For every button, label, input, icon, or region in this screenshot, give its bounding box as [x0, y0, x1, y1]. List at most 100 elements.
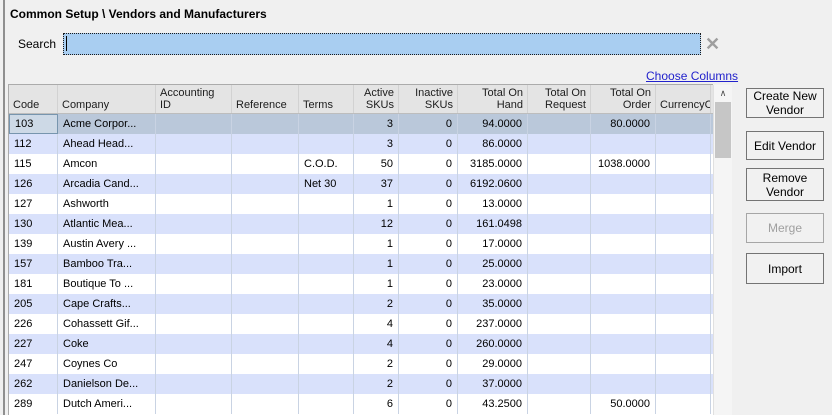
- cell-total-on-order[interactable]: [591, 294, 656, 314]
- cell-terms[interactable]: [299, 134, 354, 154]
- search-input[interactable]: [63, 33, 701, 55]
- cell-accounting-id[interactable]: [156, 354, 232, 374]
- cell-reference[interactable]: [232, 274, 299, 294]
- cell-total-on-order[interactable]: [591, 214, 656, 234]
- choose-columns-link[interactable]: Choose Columns: [646, 69, 739, 83]
- cell-total-on-order[interactable]: [591, 354, 656, 374]
- cell-reference[interactable]: [232, 354, 299, 374]
- cell-active-skus[interactable]: 1: [354, 194, 399, 214]
- column-header-active-skus[interactable]: Active SKUs: [354, 85, 399, 113]
- cell-terms[interactable]: [299, 194, 354, 214]
- cell-total-on-order[interactable]: [591, 234, 656, 254]
- column-header-reference[interactable]: Reference: [232, 85, 299, 113]
- cell-code[interactable]: 115: [9, 154, 58, 174]
- cell-company[interactable]: Austin Avery ...: [58, 234, 156, 254]
- table-row-112[interactable]: 112 Ahead Head... 3 0 86.0000: [9, 134, 713, 154]
- cell-reference[interactable]: [232, 314, 299, 334]
- cell-total-on-request[interactable]: [528, 214, 591, 234]
- cell-total-on-request[interactable]: [528, 374, 591, 394]
- cell-inactive-skus[interactable]: 0: [399, 174, 458, 194]
- cell-reference[interactable]: [232, 254, 299, 274]
- cell-active-skus[interactable]: 4: [354, 314, 399, 334]
- cell-currencyc[interactable]: [656, 374, 711, 394]
- cell-total-on-order[interactable]: [591, 374, 656, 394]
- cell-inactive-skus[interactable]: 0: [399, 114, 458, 134]
- table-row-127[interactable]: 127 Ashworth 1 0 13.0000: [9, 194, 713, 214]
- cell-currencyc[interactable]: [656, 134, 711, 154]
- cell-active-skus[interactable]: 3: [354, 114, 399, 134]
- cell-total-on-hand[interactable]: 6192.0600: [458, 174, 528, 194]
- cell-total-on-hand[interactable]: 237.0000: [458, 314, 528, 334]
- cell-total-on-hand[interactable]: 43.2500: [458, 394, 528, 414]
- cell-accounting-id[interactable]: [156, 114, 232, 134]
- cell-active-skus[interactable]: 37: [354, 174, 399, 194]
- cell-total-on-hand[interactable]: 3185.0000: [458, 154, 528, 174]
- cell-code[interactable]: 103: [9, 114, 58, 134]
- remove-vendor-button[interactable]: Remove Vendor: [746, 168, 824, 201]
- cell-accounting-id[interactable]: [156, 234, 232, 254]
- cell-total-on-request[interactable]: [528, 354, 591, 374]
- cell-accounting-id[interactable]: [156, 194, 232, 214]
- cell-inactive-skus[interactable]: 0: [399, 274, 458, 294]
- cell-active-skus[interactable]: 2: [354, 354, 399, 374]
- cell-total-on-request[interactable]: [528, 174, 591, 194]
- cell-active-skus[interactable]: 2: [354, 294, 399, 314]
- table-row-205[interactable]: 205 Cape Crafts... 2 0 35.0000: [9, 294, 713, 314]
- cell-reference[interactable]: [232, 394, 299, 414]
- cell-reference[interactable]: [232, 214, 299, 234]
- cell-inactive-skus[interactable]: 0: [399, 294, 458, 314]
- cell-total-on-hand[interactable]: 37.0000: [458, 374, 528, 394]
- cell-currencyc[interactable]: [656, 214, 711, 234]
- cell-terms[interactable]: [299, 374, 354, 394]
- cell-currencyc[interactable]: [656, 234, 711, 254]
- cell-code[interactable]: 227: [9, 334, 58, 354]
- cell-inactive-skus[interactable]: 0: [399, 134, 458, 154]
- cell-active-skus[interactable]: 1: [354, 254, 399, 274]
- table-row-126[interactable]: 126 Arcadia Cand... Net 30 37 0 6192.0600: [9, 174, 713, 194]
- cell-inactive-skus[interactable]: 0: [399, 374, 458, 394]
- cell-accounting-id[interactable]: [156, 174, 232, 194]
- cell-inactive-skus[interactable]: 0: [399, 194, 458, 214]
- cell-accounting-id[interactable]: [156, 374, 232, 394]
- cell-terms[interactable]: [299, 274, 354, 294]
- cell-code[interactable]: 205: [9, 294, 58, 314]
- table-row-247[interactable]: 247 Coynes Co 2 0 29.0000: [9, 354, 713, 374]
- cell-accounting-id[interactable]: [156, 334, 232, 354]
- table-row-157[interactable]: 157 Bamboo Tra... 1 0 25.0000: [9, 254, 713, 274]
- column-header-total-on-request[interactable]: Total On Request: [528, 85, 591, 113]
- cell-code[interactable]: 127: [9, 194, 58, 214]
- cell-reference[interactable]: [232, 154, 299, 174]
- cell-total-on-request[interactable]: [528, 274, 591, 294]
- cell-company[interactable]: Coynes Co: [58, 354, 156, 374]
- cell-currencyc[interactable]: [656, 394, 711, 414]
- table-row-115[interactable]: 115 Amcon C.O.D. 50 0 3185.0000 1038.0000: [9, 154, 713, 174]
- cell-company[interactable]: Coke: [58, 334, 156, 354]
- cell-currencyc[interactable]: [656, 254, 711, 274]
- cell-inactive-skus[interactable]: 0: [399, 394, 458, 414]
- cell-company[interactable]: Boutique To ...: [58, 274, 156, 294]
- cell-code[interactable]: 226: [9, 314, 58, 334]
- cell-total-on-hand[interactable]: 25.0000: [458, 254, 528, 274]
- column-header-total-on-order[interactable]: Total On Order: [591, 85, 656, 113]
- cell-total-on-order[interactable]: [591, 174, 656, 194]
- column-header-terms[interactable]: Terms: [299, 85, 354, 113]
- cell-active-skus[interactable]: 2: [354, 374, 399, 394]
- cell-active-skus[interactable]: 3: [354, 134, 399, 154]
- cell-code[interactable]: 112: [9, 134, 58, 154]
- cell-company[interactable]: Bamboo Tra...: [58, 254, 156, 274]
- column-header-code[interactable]: Code: [9, 85, 58, 113]
- cell-total-on-request[interactable]: [528, 394, 591, 414]
- create-new-vendor-button[interactable]: Create New Vendor: [746, 88, 824, 118]
- cell-terms[interactable]: [299, 114, 354, 134]
- cell-code[interactable]: 130: [9, 214, 58, 234]
- cell-total-on-order[interactable]: 1038.0000: [591, 154, 656, 174]
- cell-accounting-id[interactable]: [156, 294, 232, 314]
- cell-reference[interactable]: [232, 334, 299, 354]
- cell-inactive-skus[interactable]: 0: [399, 214, 458, 234]
- cell-inactive-skus[interactable]: 0: [399, 234, 458, 254]
- cell-total-on-request[interactable]: [528, 134, 591, 154]
- cell-total-on-order[interactable]: 50.0000: [591, 394, 656, 414]
- cell-company[interactable]: Danielson De...: [58, 374, 156, 394]
- scroll-up-icon[interactable]: ∧: [719, 87, 727, 98]
- merge-button[interactable]: Merge: [746, 213, 824, 243]
